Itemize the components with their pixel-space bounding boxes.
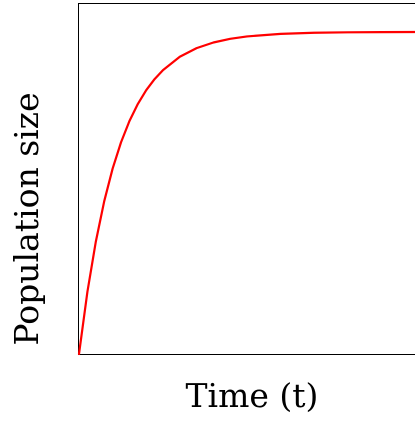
- plot-frame: [78, 3, 415, 355]
- series-layer: [77, 30, 415, 356]
- series-line-0: [77, 30, 415, 356]
- x-axis-label: Time (t): [186, 376, 319, 415]
- y-axis-label: Population size: [7, 92, 46, 345]
